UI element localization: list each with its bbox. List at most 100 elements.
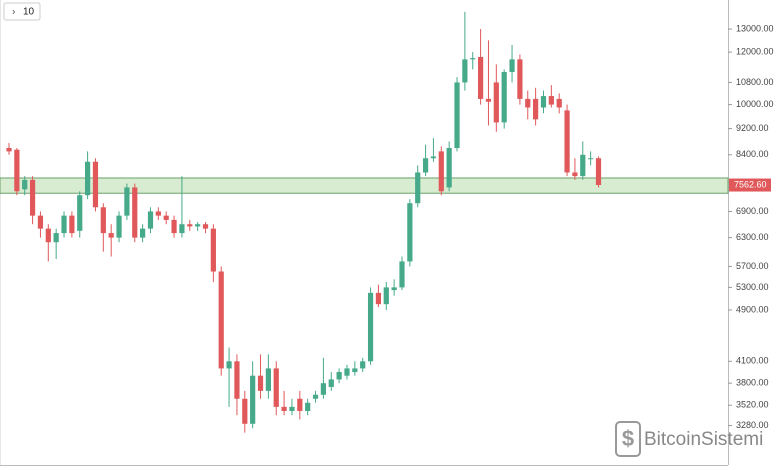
candle-body [360,361,366,369]
y-tick-label: 9200.00 [736,123,769,133]
candle-body [422,158,429,173]
candle-body [100,207,106,234]
watermark-icon [615,421,641,457]
y-tick-label: 12000.00 [736,46,774,56]
candle-body [155,211,161,216]
candle-body [556,98,562,108]
candle-body [218,271,224,369]
candle-body [564,110,570,173]
candle-body [69,215,75,234]
candle-body [92,161,99,208]
candle-body [281,406,287,411]
candle-body [273,368,279,407]
candle-body [77,195,83,231]
candle-body [336,372,342,380]
interval-chevron: › [12,7,15,18]
candle-body [297,398,303,411]
candle-body [312,394,319,399]
candle-body [415,172,421,204]
candle-body [320,383,326,395]
y-tick-label: 4100.00 [736,356,769,366]
candle-body [226,361,232,369]
candle-body [407,203,413,262]
watermark-text: BitcoinSistemi [644,429,763,450]
candle-body [29,179,36,216]
candle-body [509,59,515,72]
y-tick-label: 10800.00 [736,77,774,87]
candle-body [234,361,240,399]
candle-body [430,156,437,159]
candle-body [580,154,586,177]
candle-body [210,228,216,272]
candle-body [265,368,271,391]
y-tick-label: 13000.00 [736,23,774,33]
candle-body [478,56,484,99]
candle-body [305,402,311,411]
candle-body [391,287,397,291]
candle-body [485,98,492,102]
candle-body [163,215,169,220]
y-tick-label: 3520.00 [736,400,769,410]
plot [0,11,729,433]
candle-body [195,224,201,227]
candle-body [289,406,295,411]
candle-body [328,379,334,387]
candle-body [470,58,476,60]
candle-body [132,187,138,238]
y-tick-label: 3280.00 [736,420,769,430]
candle-body [37,215,44,229]
candle-body [242,398,248,424]
y-tick-label: 3800.00 [736,378,769,388]
watermark: $ BitcoinSistemi [615,421,763,457]
candle-body [344,368,350,376]
candle-body [367,292,374,362]
candle-body [588,158,594,160]
y-tick-label: 8400.00 [736,149,769,159]
candle-body [108,233,114,238]
candle-body [446,148,452,188]
candle-body [454,82,460,149]
candle-body [399,261,405,288]
candle-body [595,158,602,186]
candle-body [179,224,185,234]
candle-body [533,98,539,120]
candle-body [462,59,468,83]
candle-body [187,224,193,227]
candle-body [124,187,130,216]
y-tick-label: 10000.00 [736,99,774,109]
candle-body [14,149,20,192]
y-tick-label: 6900.00 [736,206,769,216]
candle-body [517,59,523,99]
candle-body [438,151,444,192]
candle-body [147,211,154,229]
candle-body [85,161,91,196]
candle-body [493,82,499,123]
candle-body [540,96,547,108]
candle-body [61,215,67,234]
y-tick-label: 4900.00 [736,304,769,314]
interval-box[interactable] [3,2,41,21]
candle-body [548,96,554,105]
y-tick-label: 5700.00 [736,261,769,271]
candle-body [572,172,578,177]
candle-body [202,224,209,229]
last-price-label: 7562.60 [734,179,767,189]
watermark-icon-letter: $ [622,426,634,451]
y-tick-label: 6300.00 [736,232,769,242]
last-price-box [729,178,771,192]
candle-body [501,71,507,123]
highlight-zone [0,177,729,194]
candle-body [383,287,389,305]
candle-body [171,219,177,234]
interval-label[interactable]: 10 [23,7,35,18]
candle-body [257,375,264,391]
candle-body [250,375,256,424]
candle-body [53,233,59,243]
candle-body [45,228,51,243]
candle-body [22,179,28,190]
candle-body [352,368,358,373]
interval-button[interactable]: › 10 [3,2,41,21]
